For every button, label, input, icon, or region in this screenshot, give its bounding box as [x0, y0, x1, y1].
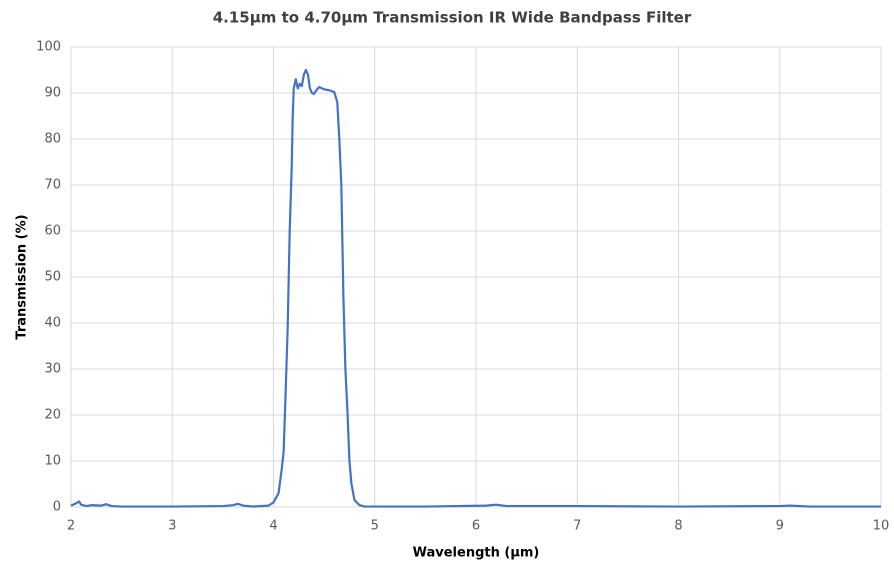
y-tick-label: 100 [36, 40, 61, 55]
x-tick-label: 5 [371, 519, 379, 534]
chart-title: 4.15µm to 4.70µm Transmission IR Wide Ba… [213, 9, 692, 27]
x-axis-title: Wavelength (µm) [413, 546, 540, 561]
y-tick-label: 30 [44, 362, 61, 377]
y-tick-label: 10 [44, 454, 61, 469]
x-tick-label: 9 [776, 519, 784, 534]
y-tick-label: 0 [53, 500, 61, 515]
x-tick-label: 3 [168, 519, 176, 534]
y-axis-title: Transmission (%) [15, 214, 30, 339]
x-tick-label: 8 [674, 519, 682, 534]
y-tick-label: 90 [44, 86, 61, 101]
x-tick-label: 4 [269, 519, 277, 534]
x-tick-label: 2 [67, 519, 75, 534]
y-tick-label: 70 [44, 178, 61, 193]
y-tick-label: 50 [44, 270, 61, 285]
data-line [70, 68, 881, 508]
y-tick-label: 80 [44, 132, 61, 147]
x-tick-label: 10 [873, 519, 890, 534]
x-tick-label: 6 [472, 519, 480, 534]
y-tick-label: 60 [44, 224, 61, 239]
y-tick-label: 20 [44, 408, 61, 423]
y-tick-label: 40 [44, 316, 61, 331]
x-tick-label: 7 [573, 519, 581, 534]
